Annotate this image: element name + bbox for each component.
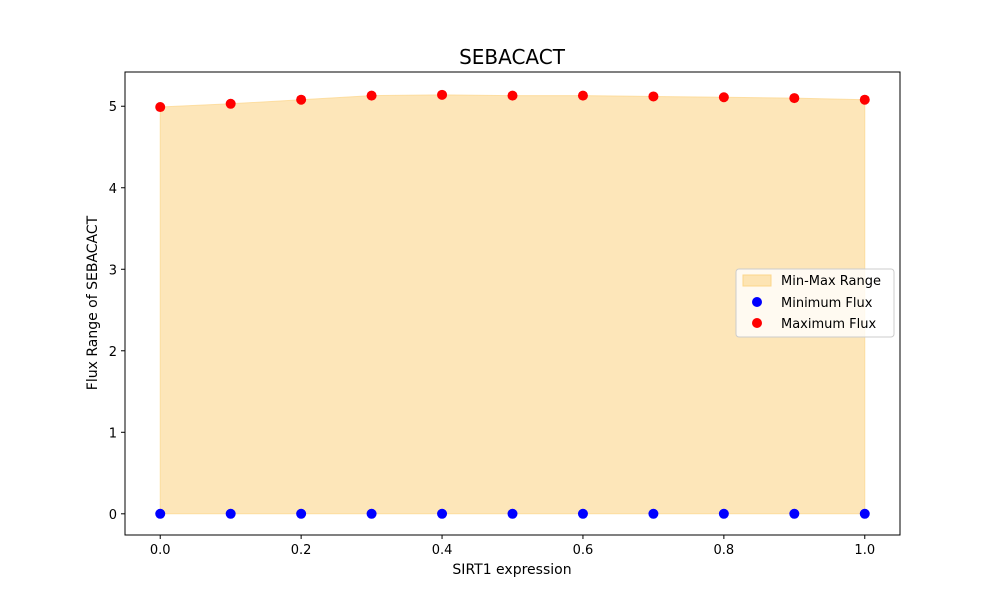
max-flux-point xyxy=(859,94,870,105)
max-flux-point xyxy=(366,90,377,101)
legend-range-swatch xyxy=(742,274,772,287)
y-tick-label: 2 xyxy=(109,345,117,360)
x-tick-label: 0.4 xyxy=(432,543,453,558)
x-tick-label: 0.2 xyxy=(291,543,312,558)
plot-area xyxy=(124,71,901,536)
min-flux-point xyxy=(789,508,800,519)
max-flux-point xyxy=(507,90,518,101)
max-flux-point xyxy=(437,89,448,100)
legend-min-label: Minimum Flux xyxy=(781,296,873,311)
chart-title: SEBACACT xyxy=(459,45,566,69)
min-flux-point xyxy=(437,508,448,519)
min-flux-point xyxy=(718,508,729,519)
y-tick-label: 4 xyxy=(109,182,117,197)
y-tick-label: 3 xyxy=(109,263,117,278)
legend-max-label: Maximum Flux xyxy=(781,317,877,332)
max-flux-point xyxy=(155,102,166,113)
min-flux-point xyxy=(577,508,588,519)
x-tick-label: 0.0 xyxy=(150,543,171,558)
y-axis-label: Flux Range of SEBACACT xyxy=(85,215,101,390)
max-flux-point xyxy=(789,93,800,104)
y-axis-ticks: 0 1 2 3 4 5 xyxy=(109,100,125,523)
x-tick-label: 0.6 xyxy=(573,543,594,558)
max-flux-point xyxy=(296,94,307,105)
min-flux-point xyxy=(859,508,870,519)
min-flux-point xyxy=(296,508,307,519)
y-tick-label: 1 xyxy=(109,426,117,441)
x-axis-ticks: 0.0 0.2 0.4 0.6 0.8 1.0 xyxy=(150,535,875,558)
legend-box xyxy=(735,268,895,338)
min-flux-point xyxy=(225,508,236,519)
max-flux-point xyxy=(648,91,659,102)
min-flux-point xyxy=(366,508,377,519)
min-flux-point xyxy=(507,508,518,519)
y-tick-label: 0 xyxy=(109,508,117,523)
max-flux-point xyxy=(577,90,588,101)
max-flux-point xyxy=(718,92,729,103)
max-flux-point xyxy=(225,98,236,109)
x-tick-label: 1.0 xyxy=(854,543,875,558)
x-axis-label: SIRT1 expression xyxy=(452,562,571,578)
legend: Min-Max Range Minimum Flux Maximum Flux xyxy=(735,268,895,338)
y-tick-label: 5 xyxy=(109,100,117,115)
legend-min-marker xyxy=(752,297,762,307)
x-tick-label: 0.8 xyxy=(714,543,735,558)
plot-frame xyxy=(124,71,901,536)
legend-range-label: Min-Max Range xyxy=(781,274,881,289)
data-points xyxy=(155,89,870,519)
min-flux-point xyxy=(155,508,166,519)
min-flux-point xyxy=(648,508,659,519)
legend-max-marker xyxy=(752,318,762,328)
